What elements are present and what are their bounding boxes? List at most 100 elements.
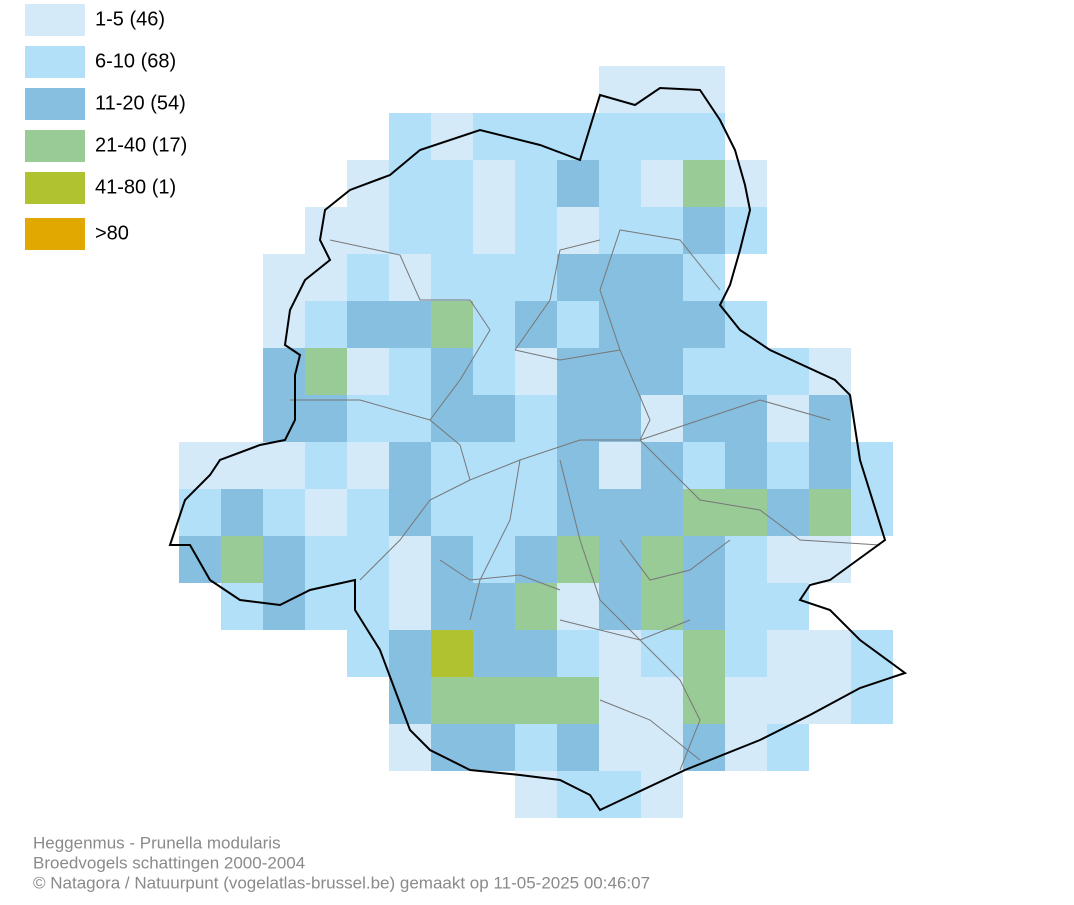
footer-line: Heggenmus - Prunella modularis	[33, 833, 281, 852]
grid-cell	[473, 630, 515, 677]
grid-cell	[725, 301, 767, 348]
grid-cell	[851, 442, 893, 489]
grid-cell	[767, 677, 809, 724]
grid-cell	[431, 583, 473, 630]
legend-label: 21-40 (17)	[95, 134, 187, 156]
grid-cell	[473, 724, 515, 771]
grid-cell	[641, 254, 683, 301]
grid-cell	[389, 489, 431, 536]
grid-cell	[725, 348, 767, 395]
grid-cell	[809, 536, 851, 583]
grid-cell	[641, 771, 683, 818]
grid-cell	[809, 630, 851, 677]
grid-cell	[641, 489, 683, 536]
grid-cell	[473, 677, 515, 724]
grid-cell	[683, 583, 725, 630]
legend-swatch	[25, 46, 85, 78]
grid-cell	[347, 301, 389, 348]
grid-cell	[431, 254, 473, 301]
grid-cell	[683, 254, 725, 301]
grid-cell	[263, 301, 305, 348]
grid-cell	[557, 771, 599, 818]
grid-cell	[473, 442, 515, 489]
grid-cell	[347, 207, 389, 254]
grid-cell	[641, 583, 683, 630]
grid-cell	[221, 489, 263, 536]
grid-cell	[347, 489, 389, 536]
grid-cell	[221, 536, 263, 583]
grid-cell	[557, 160, 599, 207]
grid-cell	[305, 348, 347, 395]
grid-cell	[683, 301, 725, 348]
grid-cell	[305, 536, 347, 583]
grid-cell	[599, 348, 641, 395]
grid-cell	[515, 395, 557, 442]
grid-cell	[431, 677, 473, 724]
grid-cell	[599, 583, 641, 630]
grid-cell	[347, 442, 389, 489]
grid-cell	[683, 348, 725, 395]
grid-cell	[725, 583, 767, 630]
grid-cell	[557, 630, 599, 677]
grid-cell	[515, 254, 557, 301]
grid-cell	[599, 254, 641, 301]
grid-cell	[599, 442, 641, 489]
grid-cell	[599, 160, 641, 207]
grid-cell	[641, 677, 683, 724]
grid-cell	[725, 724, 767, 771]
grid-cell	[641, 630, 683, 677]
grid-cell	[473, 207, 515, 254]
legend-swatch	[25, 130, 85, 162]
legend-label: 41-80 (1)	[95, 176, 176, 198]
legend: 1-5 (46) 6-10 (68) 11-20 (54) 21-40 (17) 41-…	[25, 4, 187, 250]
legend-label: 6-10 (68)	[95, 50, 176, 72]
grid-cell	[557, 583, 599, 630]
grid-cell	[305, 489, 347, 536]
grid-cell	[263, 489, 305, 536]
commune-border	[290, 239, 881, 771]
grid-cell	[389, 583, 431, 630]
grid-cell	[767, 395, 809, 442]
footer: Heggenmus - Prunella modularisBroedvogel…	[33, 833, 650, 892]
grid-cell	[347, 254, 389, 301]
grid-cell	[347, 583, 389, 630]
grid-cell	[221, 442, 263, 489]
grid-cell	[431, 724, 473, 771]
legend-label: 1-5 (46)	[95, 8, 165, 30]
legend-label: >80	[95, 222, 129, 244]
grid-cell	[557, 536, 599, 583]
grid-cell	[809, 395, 851, 442]
grid-cell	[515, 724, 557, 771]
grid-cell	[515, 489, 557, 536]
grid-cell	[473, 348, 515, 395]
grid-cell	[515, 348, 557, 395]
grid-cell	[473, 395, 515, 442]
grid-cell	[347, 348, 389, 395]
grid-cell	[305, 254, 347, 301]
grid-cell	[431, 301, 473, 348]
grid-cell	[599, 301, 641, 348]
grid-cell	[557, 489, 599, 536]
grid-cell	[557, 395, 599, 442]
grid-cell	[515, 583, 557, 630]
grid-cell	[221, 583, 263, 630]
grid-cell	[767, 630, 809, 677]
grid-cell	[599, 630, 641, 677]
grid-cell	[767, 724, 809, 771]
grid-cell	[767, 348, 809, 395]
legend-label: 11-20 (54)	[95, 92, 186, 114]
region-border	[168, 86, 908, 812]
grid-cell	[515, 442, 557, 489]
legend-swatch	[25, 172, 85, 204]
grid-cell	[641, 536, 683, 583]
grid-cell	[557, 348, 599, 395]
grid-cell	[683, 630, 725, 677]
grid-cell	[557, 254, 599, 301]
grid-cell	[473, 536, 515, 583]
grid-cell	[641, 207, 683, 254]
grid-cell	[767, 489, 809, 536]
grid-cell	[515, 207, 557, 254]
grid-cell	[431, 536, 473, 583]
grid-cell	[641, 442, 683, 489]
grid-cell	[683, 489, 725, 536]
